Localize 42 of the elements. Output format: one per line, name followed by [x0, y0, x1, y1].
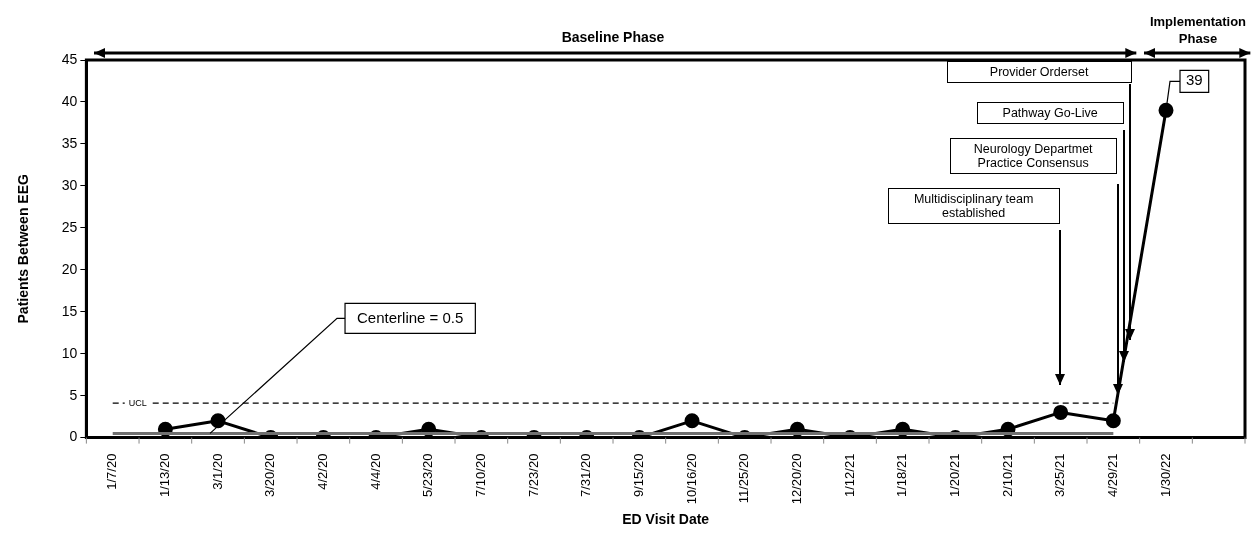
x-tick-label: 1/30/22: [1157, 453, 1173, 497]
x-tick-label: 4/29/21: [1104, 453, 1120, 497]
y-tick-label: 10: [61, 344, 78, 361]
x-tick-label: 12/20/20: [788, 453, 804, 505]
ref-line-label: UCL: [128, 397, 147, 408]
x-tick-label: 1/20/21: [946, 453, 962, 497]
x-tick-label: 7/31/20: [578, 453, 594, 497]
data-label: 39: [1186, 71, 1203, 89]
y-tick-label: 20: [61, 260, 78, 277]
y-tick-label: 0: [69, 428, 78, 445]
note-box: Pathway Go-Live: [976, 102, 1124, 124]
ref-line-label: Centerline = 0.5: [357, 308, 464, 326]
x-axis-title: ED Visit Date: [622, 511, 710, 528]
x-tick-label: 2/10/21: [999, 453, 1015, 497]
x-tick-label: 3/20/20: [262, 453, 278, 497]
y-tick-label: 25: [61, 218, 78, 235]
x-tick-label: 4/4/20: [367, 453, 383, 490]
y-tick-label: 5: [69, 386, 78, 403]
y-tick-label: 40: [61, 92, 78, 109]
x-tick-label: 3/1/20: [209, 453, 225, 490]
x-tick-label: 11/25/20: [736, 453, 752, 504]
x-tick-label: 3/25/21: [1052, 453, 1068, 497]
x-tick-label: 1/7/20: [104, 453, 120, 490]
y-tick-label: 35: [61, 134, 78, 151]
x-tick-label: 1/12/21: [841, 453, 857, 497]
x-tick-label: 5/23/20: [420, 453, 436, 497]
x-tick-label: 7/23/20: [525, 453, 541, 497]
text: Implementation Phase: [1148, 13, 1248, 47]
x-tick-label: 1/18/21: [894, 453, 910, 497]
note-box: Neurology Departmet Practice Consensus: [949, 138, 1117, 174]
note-box: Multidisciplinary team established: [887, 188, 1060, 224]
y-tick-label: 30: [61, 176, 78, 193]
note-box: Provider Orderset: [946, 61, 1132, 83]
y-axis-title: Patients Between EEG: [15, 174, 32, 324]
x-tick-label: 10/16/20: [683, 453, 699, 505]
x-tick-label: 9/15/20: [630, 453, 646, 497]
text: Baseline Phase: [560, 29, 666, 46]
y-tick-label: 15: [61, 302, 78, 319]
y-tick-label: 45: [61, 50, 78, 67]
x-tick-label: 4/2/20: [314, 453, 330, 490]
x-tick-label: 1/13/20: [156, 453, 172, 497]
x-tick-label: 7/10/20: [472, 453, 488, 497]
